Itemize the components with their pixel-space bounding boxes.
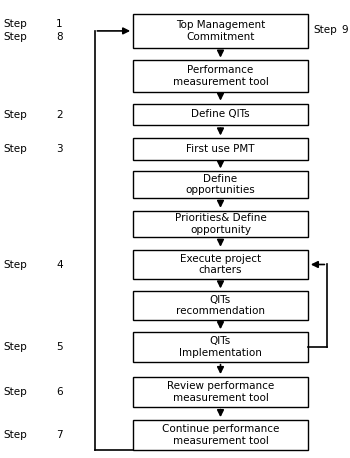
Text: QITs
recommendation: QITs recommendation — [176, 294, 265, 316]
Text: Step: Step — [4, 109, 27, 120]
Text: Step: Step — [4, 342, 27, 352]
Text: Review performance
measurement tool: Review performance measurement tool — [167, 381, 274, 403]
Text: Step: Step — [313, 25, 337, 35]
Text: 1: 1 — [56, 19, 63, 29]
Text: Execute project
charters: Execute project charters — [180, 254, 261, 275]
FancyBboxPatch shape — [133, 104, 308, 125]
Text: 9: 9 — [341, 25, 348, 35]
FancyBboxPatch shape — [133, 211, 308, 237]
FancyBboxPatch shape — [133, 377, 308, 407]
Text: 3: 3 — [56, 144, 63, 154]
Text: 8: 8 — [56, 32, 63, 42]
Text: First use PMT: First use PMT — [186, 144, 255, 154]
Text: Continue performance
measurement tool: Continue performance measurement tool — [162, 424, 279, 446]
Text: 7: 7 — [56, 430, 63, 440]
Text: Step: Step — [4, 19, 27, 29]
Text: Priorities& Define
opportunity: Priorities& Define opportunity — [175, 213, 266, 235]
FancyBboxPatch shape — [133, 14, 308, 48]
Text: Step: Step — [4, 430, 27, 440]
Text: Top Management
Commitment: Top Management Commitment — [176, 20, 265, 42]
FancyBboxPatch shape — [133, 420, 308, 450]
Text: 4: 4 — [56, 260, 63, 270]
Text: Step: Step — [4, 144, 27, 154]
Text: Step: Step — [4, 387, 27, 397]
FancyBboxPatch shape — [133, 60, 308, 92]
FancyBboxPatch shape — [133, 332, 308, 362]
Text: 6: 6 — [56, 387, 63, 397]
FancyBboxPatch shape — [133, 171, 308, 198]
Text: 5: 5 — [56, 342, 63, 352]
Text: Performance
measurement tool: Performance measurement tool — [173, 65, 268, 87]
FancyBboxPatch shape — [133, 138, 308, 160]
Text: QITs
Implementation: QITs Implementation — [179, 336, 262, 358]
Text: Step: Step — [4, 260, 27, 270]
FancyBboxPatch shape — [133, 250, 308, 279]
Text: 2: 2 — [56, 109, 63, 120]
Text: Step: Step — [4, 32, 27, 42]
FancyBboxPatch shape — [133, 291, 308, 320]
Text: Define
opportunities: Define opportunities — [186, 174, 256, 196]
Text: Define QITs: Define QITs — [191, 109, 250, 120]
